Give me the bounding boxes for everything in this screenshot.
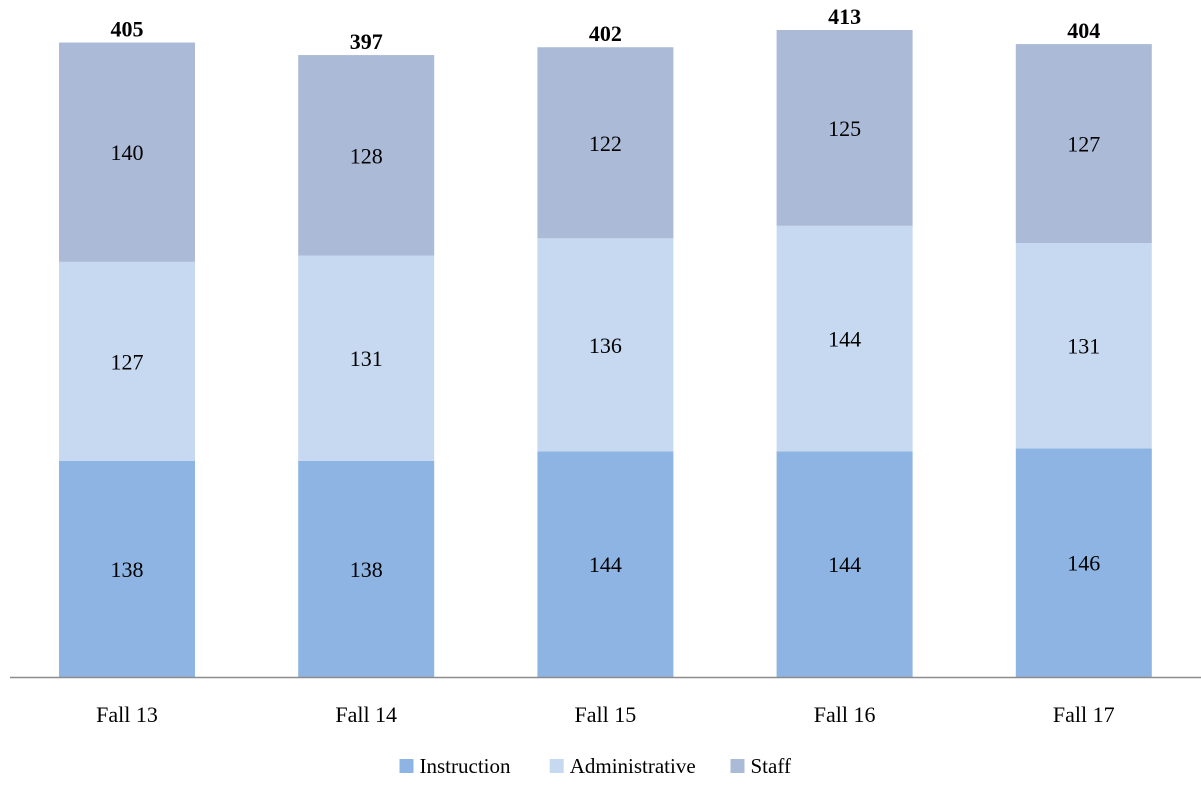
segment-value-label: 125 — [828, 116, 861, 141]
bar-segment — [59, 42, 195, 262]
total-value-label: 405 — [111, 17, 144, 42]
bar-segment — [1015, 44, 1152, 244]
legend-swatch — [549, 759, 564, 773]
x-tick-label: Fall 15 — [575, 702, 637, 727]
segment-value-label: 122 — [589, 131, 622, 156]
bar-segment — [776, 451, 913, 677]
bar-segment — [776, 225, 913, 452]
bars-group — [59, 30, 1152, 677]
total-value-label: 404 — [1067, 18, 1100, 43]
legend-label: Instruction — [420, 754, 511, 778]
segment-value-label: 131 — [1067, 334, 1100, 359]
bar-segment — [1015, 243, 1152, 449]
legend-item: Staff — [730, 754, 791, 778]
bar-segment — [537, 451, 674, 677]
segment-value-label: 140 — [111, 140, 144, 165]
legend-swatch — [730, 759, 745, 773]
bar-segment — [537, 238, 674, 452]
bar-segment — [298, 460, 435, 677]
legend-label: Staff — [751, 754, 791, 778]
bar-segment — [59, 261, 195, 461]
x-tick-label: Fall 16 — [814, 702, 876, 727]
legend-swatch — [399, 759, 414, 773]
bar-segment — [298, 55, 435, 256]
legend: Instruction Administrative Staff — [399, 754, 791, 778]
total-value-label: 413 — [828, 4, 861, 29]
x-tick-label: Fall 17 — [1053, 702, 1115, 727]
segment-value-label: 144 — [828, 552, 861, 577]
x-tick-label: Fall 14 — [335, 702, 397, 727]
bar-segment — [298, 255, 435, 461]
segment-value-label: 144 — [828, 327, 861, 352]
segment-value-label: 136 — [589, 333, 622, 358]
legend-label: Administrative — [570, 754, 696, 778]
segment-value-label: 146 — [1067, 551, 1100, 576]
total-value-label: 397 — [350, 29, 383, 54]
bar-segment — [1015, 448, 1152, 677]
segment-value-label: 144 — [589, 552, 622, 577]
segment-value-label: 127 — [1067, 132, 1100, 157]
segment-value-label: 128 — [350, 143, 383, 168]
segment-value-label: 127 — [111, 349, 144, 374]
segment-value-label: 138 — [350, 557, 383, 582]
segment-value-label: 131 — [350, 346, 383, 371]
bar-segment — [776, 30, 913, 226]
data-labels-group: 138 127 140 405 Fall 13 138 131 128 397 Fall 14 14… — [96, 4, 1115, 727]
total-value-label: 402 — [589, 21, 622, 46]
segment-value-label: 138 — [111, 557, 144, 582]
bar-segment — [537, 47, 674, 239]
bar-segment — [59, 460, 195, 677]
legend-item: Instruction — [399, 754, 511, 778]
legend-item: Administrative — [549, 754, 696, 778]
x-tick-label: Fall 13 — [96, 702, 158, 727]
